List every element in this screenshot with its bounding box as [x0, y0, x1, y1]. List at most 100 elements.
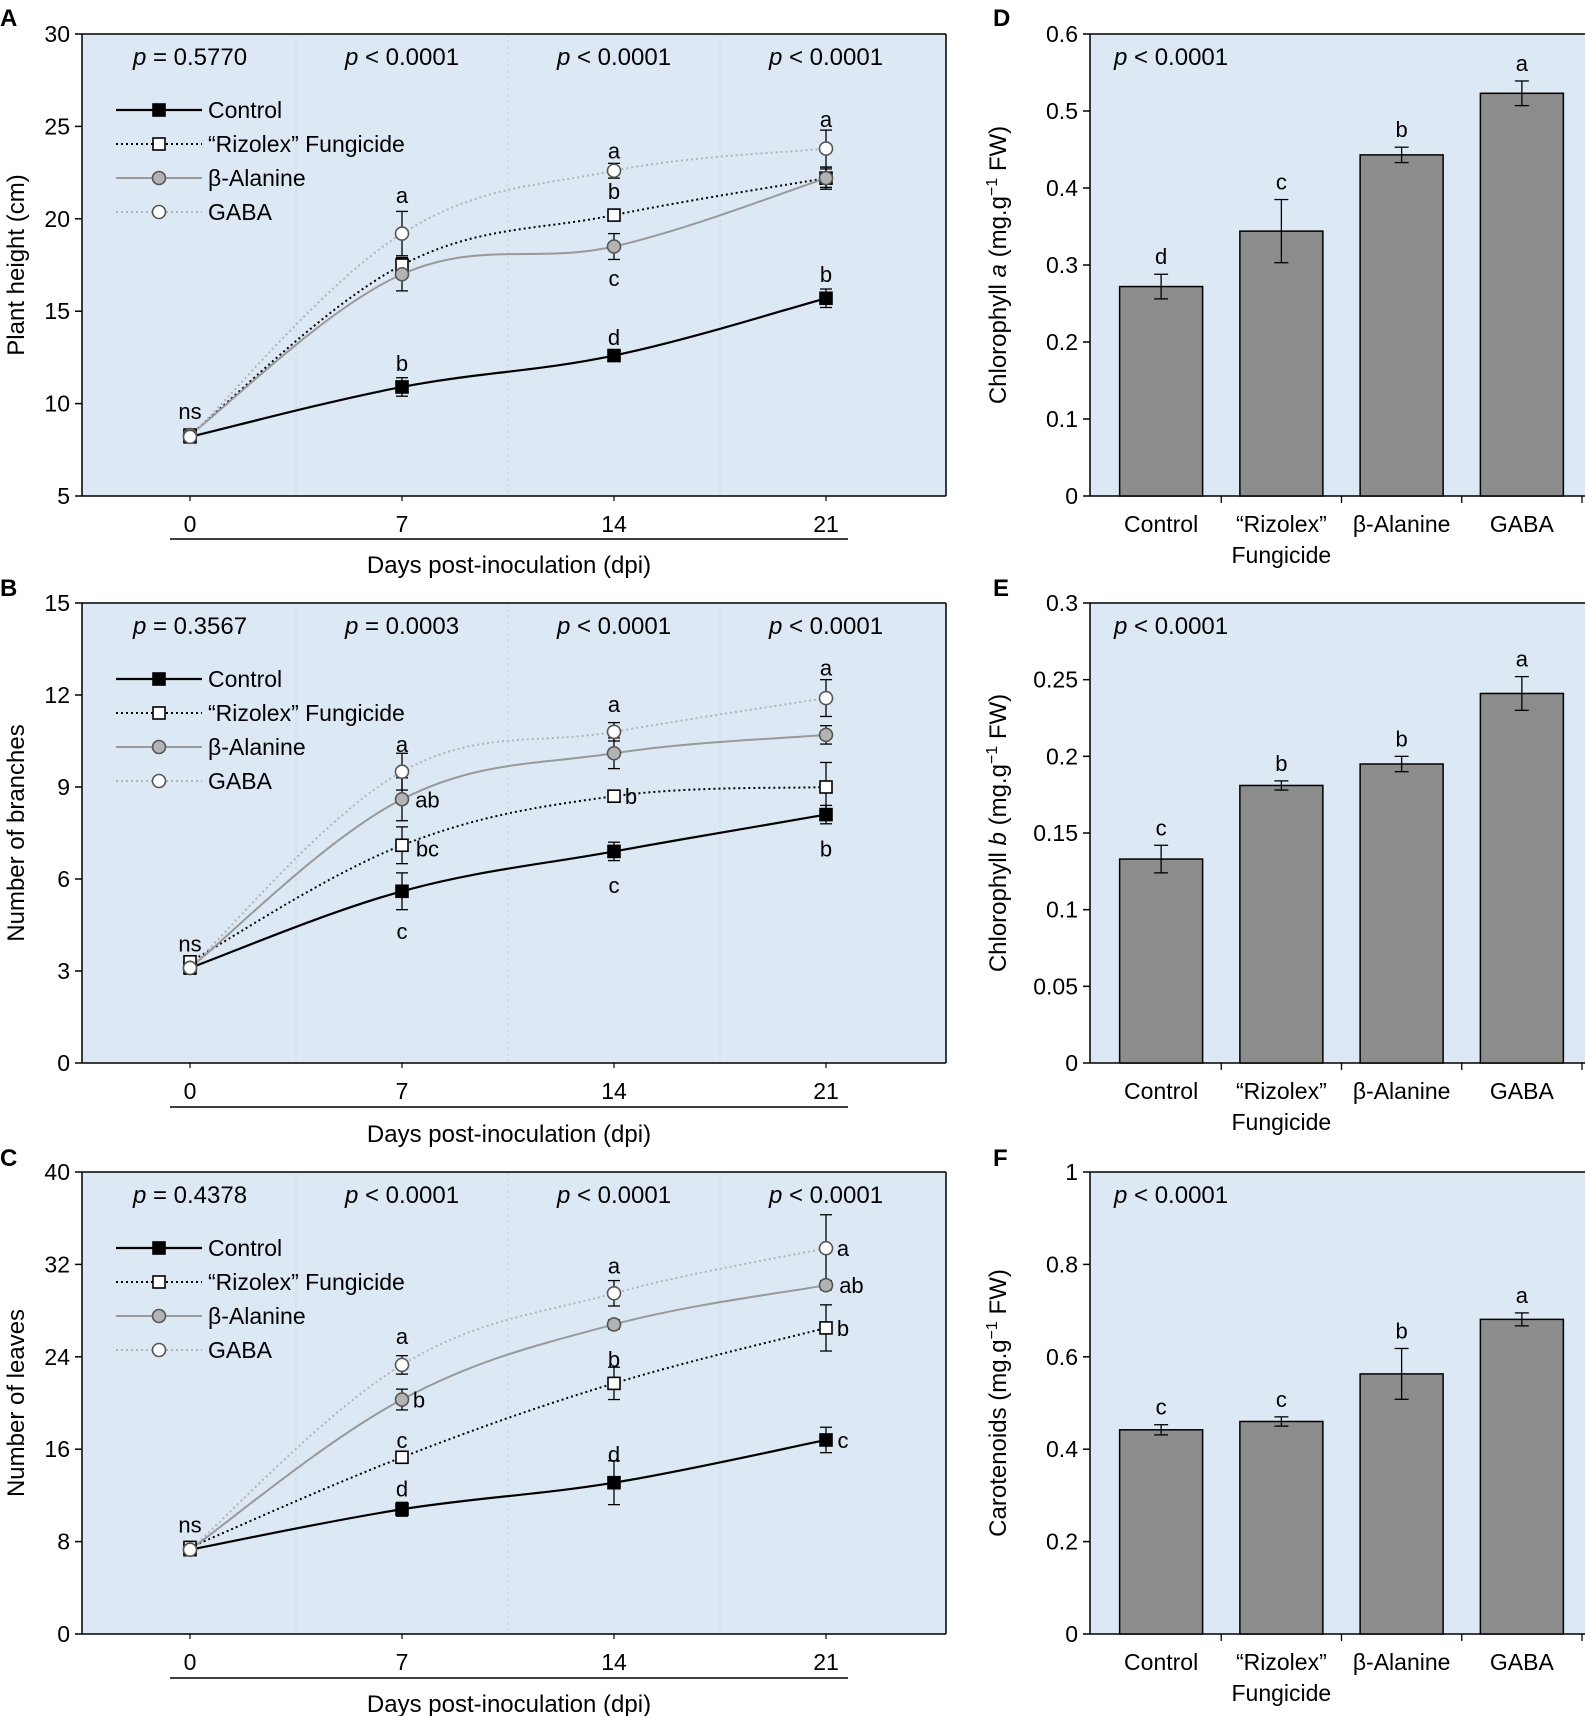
p-value-text: < 0.0001 — [1127, 1182, 1228, 1209]
y-axis-label: Carotenoids (mg.g−1 FW) — [984, 1269, 1012, 1537]
panel-C: 0 8 16 24 32 40 0 7 14 21 Days post-inoculation (d… — [0, 1145, 947, 1716]
y-tick-label: 0.25 — [1033, 667, 1078, 693]
panel-letter: C — [0, 1145, 17, 1172]
bar — [1359, 1373, 1444, 1635]
y-label-superscript: −1 — [984, 178, 1001, 196]
data-point — [394, 266, 410, 282]
p-symbol: p — [1113, 613, 1127, 640]
legend-marker — [151, 170, 167, 186]
data-point — [394, 791, 410, 807]
x-tick-label: β-Alanine — [1353, 511, 1451, 537]
panel-letter: A — [0, 5, 17, 32]
x-tick-label: “Rizolex” — [1236, 511, 1327, 537]
significance-letter: ab — [415, 787, 439, 812]
y-tick-label: 0.3 — [1046, 252, 1078, 278]
x-tick-label: 14 — [601, 1649, 627, 1675]
bar — [1239, 1420, 1324, 1635]
p-value-text: < 0.0001 — [570, 613, 671, 640]
y-label-part: FW) — [985, 694, 1012, 746]
bar — [1359, 763, 1444, 1064]
significance-letter: a — [608, 138, 621, 163]
y-tick-label: 0.2 — [1046, 329, 1078, 355]
bar — [1359, 154, 1444, 497]
significance-letter: c — [1276, 170, 1287, 195]
data-point — [818, 170, 834, 186]
p-symbol: p — [132, 1182, 146, 1209]
legend-entry: GABA — [208, 1337, 273, 1363]
y-tick-label: 20 — [44, 206, 70, 232]
y-tick-label: 0.6 — [1046, 21, 1078, 47]
y-axis-label: Chlorophyll b (mg.g−1 FW) — [984, 694, 1012, 972]
series-line — [189, 297, 827, 438]
y-tick-label: 0.5 — [1046, 98, 1078, 124]
bar — [1239, 784, 1324, 1064]
p-value-text: < 0.0001 — [782, 613, 883, 640]
y-tick-label: 0 — [57, 1621, 70, 1647]
p-value: p < 0.0001 — [1113, 44, 1228, 71]
y-tick-label: 30 — [44, 21, 70, 47]
x-tick-label: β-Alanine — [1353, 1078, 1451, 1104]
p-value-text: < 0.0001 — [1127, 44, 1228, 71]
x-axis-label: Days post-inoculation (dpi) — [367, 552, 651, 579]
significance-letter: d — [608, 325, 620, 350]
p-value-text: < 0.0001 — [782, 1182, 883, 1209]
data-point — [606, 163, 622, 179]
data-point — [606, 239, 622, 254]
legend-marker — [152, 706, 166, 720]
significance-letter: a — [608, 1254, 621, 1279]
y-tick-label: 0.15 — [1033, 820, 1078, 846]
significance-letter: c — [609, 873, 620, 898]
significance-letter: b — [1396, 726, 1408, 751]
p-value: p = 0.3567 — [132, 613, 247, 640]
significance-letter: b — [820, 262, 832, 287]
y-tick-label: 0 — [1065, 1621, 1078, 1647]
data-point — [607, 348, 621, 363]
significance-letter: d — [396, 1476, 408, 1501]
data-point — [819, 1321, 833, 1335]
p-value-text: = 0.4378 — [146, 1182, 247, 1209]
significance-letter: a — [396, 183, 409, 208]
x-tick-label: Control — [1124, 511, 1198, 537]
data-point — [395, 1502, 409, 1517]
significance-letter: b — [608, 179, 620, 204]
p-symbol: p — [344, 613, 358, 640]
panel-letter: F — [993, 1145, 1008, 1172]
data-point — [818, 1277, 834, 1293]
panel-letter: B — [0, 575, 17, 602]
y-tick-label: 24 — [44, 1344, 70, 1370]
x-tick-label: Fungicide — [1232, 1680, 1332, 1706]
significance-letter: c — [1156, 1395, 1167, 1420]
bar — [1118, 858, 1204, 1064]
significance-letter: ns — [178, 931, 201, 956]
y-tick-label: 0.8 — [1046, 1251, 1078, 1277]
series-line — [189, 813, 827, 969]
x-tick-label: 0 — [184, 511, 197, 537]
y-tick-label: 0.05 — [1033, 973, 1078, 999]
p-value-text: < 0.0001 — [1127, 613, 1228, 640]
significance-letter: b — [608, 1347, 620, 1372]
p-value-text: < 0.0001 — [570, 44, 671, 71]
significance-letter: b — [413, 1388, 425, 1413]
legend-marker — [151, 739, 167, 755]
data-point — [606, 1317, 622, 1332]
p-value: p < 0.0001 — [1113, 613, 1228, 640]
bar — [1479, 692, 1565, 1064]
data-point — [818, 1240, 834, 1256]
data-point — [394, 226, 410, 241]
y-tick-label: 1 — [1065, 1159, 1078, 1185]
y-tick-label: 0.2 — [1046, 743, 1078, 769]
p-value: p = 0.4378 — [132, 1182, 247, 1209]
bar — [1118, 1429, 1204, 1635]
data-point — [606, 745, 622, 761]
legend-marker — [151, 1342, 167, 1358]
series-line — [189, 786, 827, 963]
x-tick-label: 21 — [813, 511, 839, 537]
series-line — [189, 177, 827, 436]
x-tick-label: 7 — [396, 1078, 409, 1104]
legend-marker — [151, 204, 167, 220]
data-point — [819, 291, 833, 306]
p-value-text: < 0.0001 — [358, 1182, 459, 1209]
p-symbol: p — [132, 613, 146, 640]
data-point — [819, 1433, 833, 1447]
data-point — [607, 789, 621, 804]
